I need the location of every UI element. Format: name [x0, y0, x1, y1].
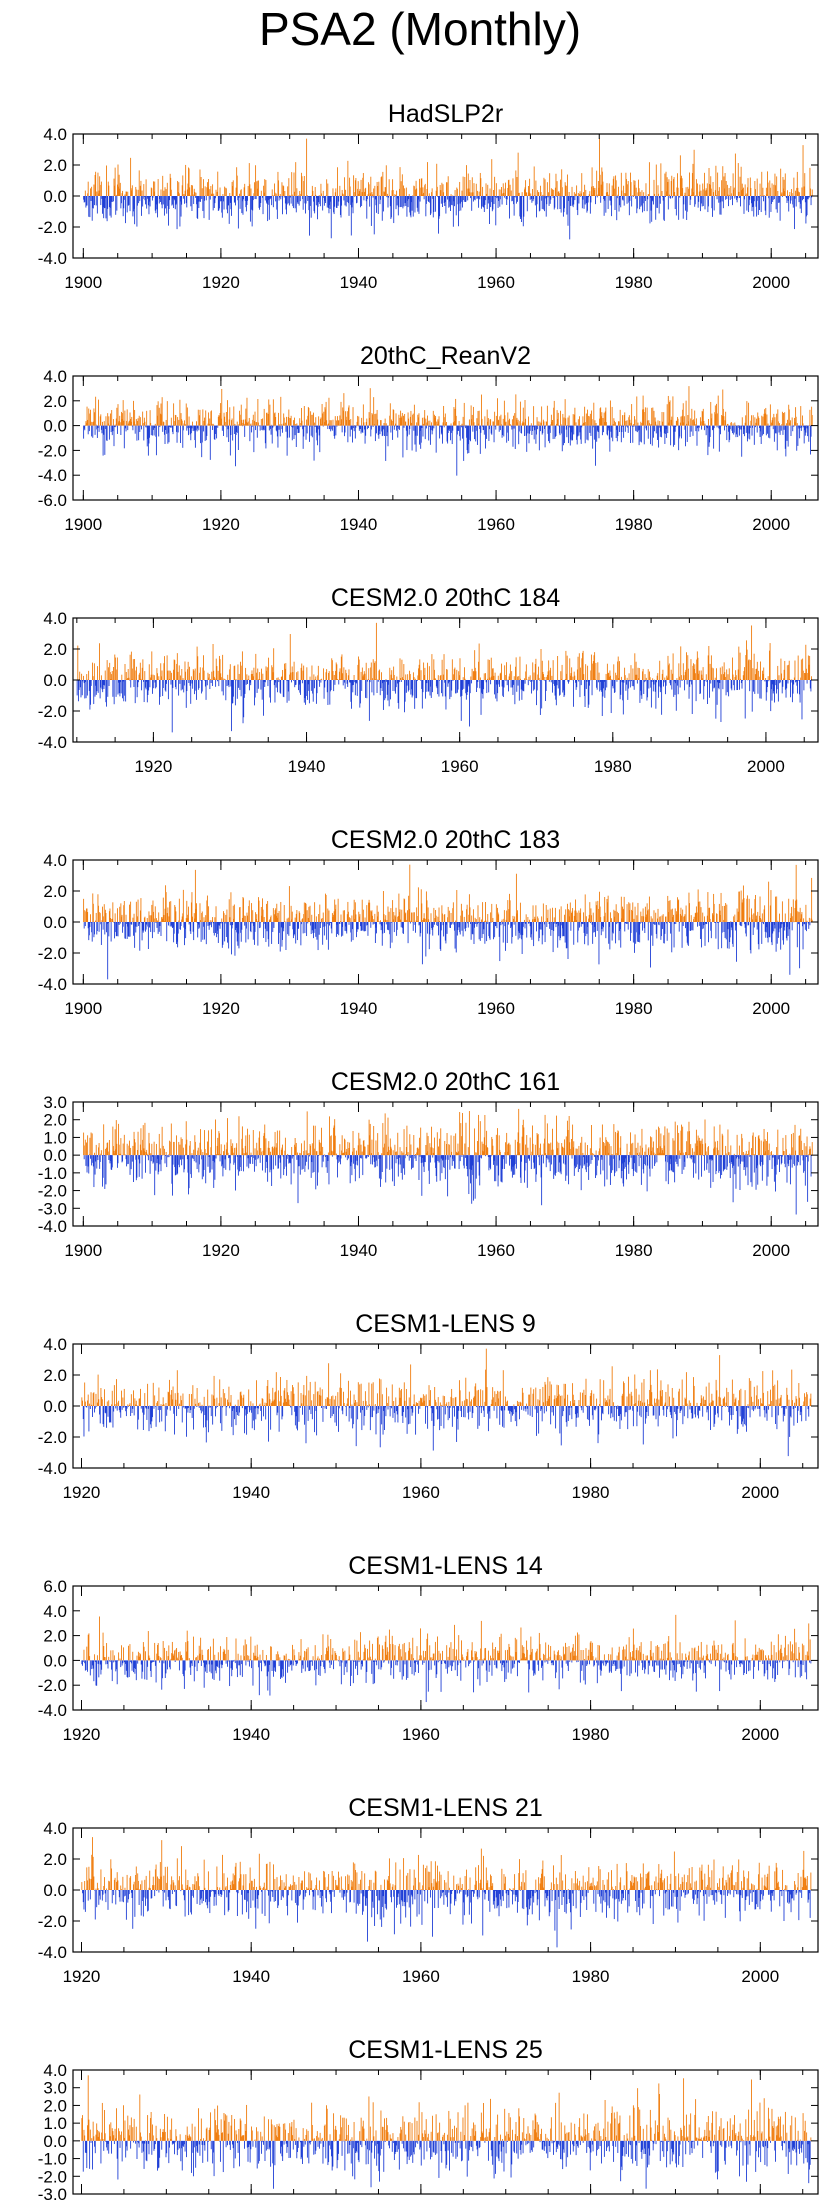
y-tick-label: -2.0: [38, 441, 67, 460]
x-tick-label: 2000: [747, 757, 785, 776]
x-tick-label: 1980: [594, 757, 632, 776]
y-tick-label: -6.0: [38, 491, 67, 510]
x-tick-label: 2000: [752, 273, 790, 292]
x-tick-label: 1960: [477, 273, 515, 292]
y-tick-label: -4.0: [38, 733, 67, 752]
x-tick-label: 1940: [288, 757, 326, 776]
y-tick-label: -2.0: [38, 702, 67, 721]
x-tick-label: 2000: [752, 515, 790, 534]
panel-title: CESM2.0 20thC 184: [331, 584, 560, 612]
y-tick-label: -4.0: [38, 249, 67, 268]
x-tick-label: 1900: [64, 273, 102, 292]
x-tick-label: 1920: [202, 515, 240, 534]
y-tick-label: 0.0: [43, 417, 67, 436]
x-tick-label: 1940: [340, 273, 378, 292]
page-title: PSA2 (Monthly): [258, 3, 582, 55]
y-tick-label: 0.0: [43, 187, 67, 206]
x-tick-label: 1920: [134, 757, 172, 776]
x-tick-label: 1960: [441, 757, 479, 776]
x-tick-label: 1900: [64, 515, 102, 534]
y-tick-label: 0.0: [43, 671, 67, 690]
y-tick-label: 2.0: [43, 640, 67, 659]
y-tick-label: -2.0: [38, 218, 67, 237]
y-tick-label: 2.0: [43, 392, 67, 411]
y-tick-label: 4.0: [43, 367, 67, 386]
x-tick-label: 1920: [202, 273, 240, 292]
panel-title: CESM2.0 20thC 183: [331, 826, 560, 854]
panel-title: HadSLP2r: [388, 100, 503, 128]
y-tick-label: 2.0: [43, 156, 67, 175]
x-tick-label: 1980: [615, 515, 653, 534]
y-tick-label: 4.0: [43, 609, 67, 628]
x-tick-label: 1960: [477, 515, 515, 534]
x-tick-label: 1980: [615, 273, 653, 292]
y-tick-label: 4.0: [43, 125, 67, 144]
y-tick-label: -4.0: [38, 466, 67, 485]
panel-title: 20thC_ReanV2: [360, 342, 531, 370]
plot-frame: [72, 375, 819, 501]
x-tick-label: 1940: [340, 515, 378, 534]
